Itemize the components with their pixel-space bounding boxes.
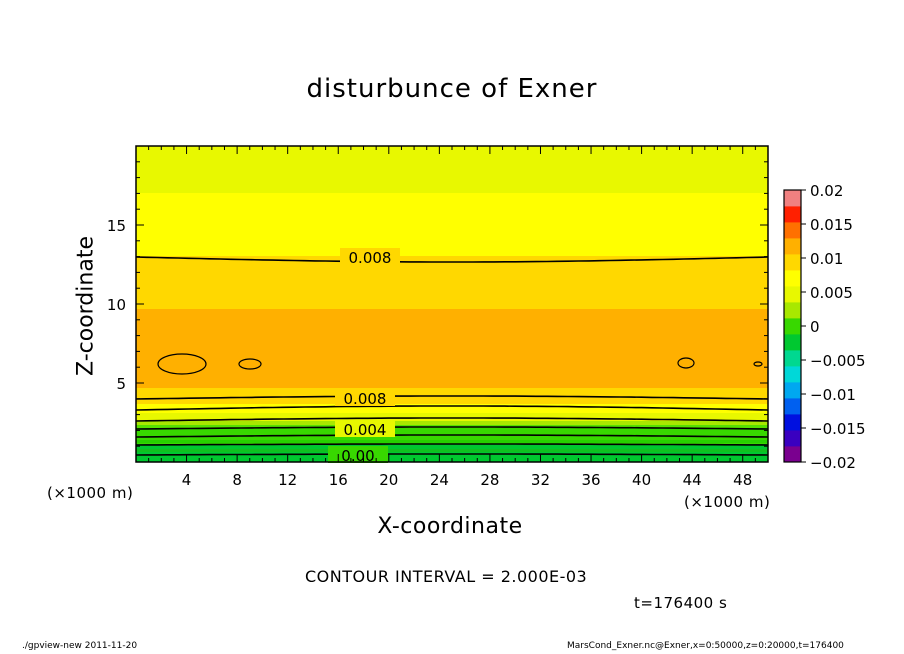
colorbar-tick-label: 0.005: [810, 284, 853, 302]
contour-label: 0.00: [341, 447, 374, 465]
contour-label-bg: [340, 248, 400, 265]
plot-area: 0.008 0.008 0.004 0.00: [135, 145, 769, 465]
filled-band: [136, 449, 768, 452]
contour-line: [135, 417, 769, 422]
colorbar-segment: [784, 414, 801, 431]
contour-line: [135, 256, 769, 263]
filled-band: [136, 444, 768, 452]
chart-title: disturbunce of Exner: [306, 74, 598, 104]
colorbar-segment: [784, 206, 801, 223]
contour-label: 0.008: [344, 390, 387, 408]
colorbar-tick-label: −0.015: [810, 420, 866, 438]
contour-line: [135, 453, 769, 456]
contour-label-bg: [328, 446, 388, 463]
y-tick-label: 15: [107, 217, 126, 235]
x-tick-label: 20: [379, 471, 398, 489]
x-tick-label: 4: [182, 471, 192, 489]
colorbar-segment: [784, 318, 801, 335]
x-tick-label: 44: [683, 471, 702, 489]
closed-contour: [677, 357, 695, 369]
filled-band: [136, 146, 768, 193]
colorbar-tick-label: 0.015: [810, 216, 853, 234]
x-tick-label: 24: [430, 471, 449, 489]
closed-contour: [753, 361, 763, 367]
colorbar-tick-label: 0.02: [810, 182, 843, 200]
contour-line: [135, 405, 769, 411]
filled-band: [136, 440, 768, 443]
contour-label: 0.008: [349, 249, 392, 267]
colorbar-segment: [784, 398, 801, 415]
colorbar-segment: [784, 270, 801, 287]
x-tick-label: 36: [581, 471, 600, 489]
y-axis-ticks: 5 10 15: [107, 161, 768, 447]
colorbar-segment: [784, 334, 801, 351]
contour-line: [135, 395, 769, 400]
x-tick-label: 16: [329, 471, 348, 489]
colorbar-segment: [784, 446, 801, 463]
x-tick-label: 8: [232, 471, 242, 489]
x-tick-label: 28: [480, 471, 499, 489]
colorbar-tick-label: 0.01: [810, 250, 843, 268]
colorbar-segment: [784, 286, 801, 303]
colorbar-segment: [784, 302, 801, 319]
x-unit-label-left: (×1000 m): [47, 484, 134, 502]
filled-band: [136, 413, 768, 421]
x-axis-ticks: 4 8 12 16 20 24 28 32 36 40 44 48: [148, 146, 756, 489]
filled-band: [136, 193, 768, 256]
x-tick-label: 40: [632, 471, 651, 489]
x-tick-label: 12: [278, 471, 297, 489]
colorbar-segment: [784, 238, 801, 255]
filled-band: [136, 309, 768, 388]
colorbar-tick-label: −0.02: [810, 454, 856, 472]
filled-band: [136, 256, 768, 309]
colorbar-tick-label: 0: [810, 318, 820, 336]
colorbar-tick-label: −0.01: [810, 386, 856, 404]
y-tick-label: 10: [107, 296, 126, 314]
filled-band: [136, 404, 768, 413]
contour-label-bg: [335, 389, 395, 406]
colorbar-segment: [784, 190, 801, 207]
x-axis-label: X-coordinate: [377, 514, 523, 539]
closed-contour: [238, 358, 262, 370]
contour-line: [135, 434, 769, 438]
colorbar-segment: [784, 366, 801, 383]
x-unit-label-right: (×1000 m): [684, 493, 771, 511]
contour-interval-text: CONTOUR INTERVAL = 2.000E-03: [305, 567, 588, 586]
filled-band: [136, 421, 768, 428]
y-axis-label: Z-coordinate: [73, 236, 99, 376]
closed-contour: [157, 353, 207, 375]
x-tick-label: 32: [531, 471, 550, 489]
time-label: t=176400 s: [634, 594, 728, 612]
filled-band: [136, 428, 768, 436]
contour-line: [135, 426, 769, 430]
contour-line: [135, 443, 769, 446]
colorbar-segment: [784, 350, 801, 367]
footer-right: MarsCond_Exner.nc@Exner,x=0:50000,z=0:20…: [567, 641, 844, 651]
y-tick-label: 5: [116, 375, 126, 393]
contour-label: 0.004: [344, 421, 387, 439]
colorbar: 0.02 0.015 0.01 0.005 0 −0.005 −0.01 −0.015 −0.0…: [783, 182, 866, 472]
x-tick-label: 48: [733, 471, 752, 489]
colorbar-segment: [784, 430, 801, 447]
contour-label-bg: [335, 420, 395, 437]
colorbar-segment: [784, 222, 801, 239]
filled-band: [136, 452, 768, 462]
colorbar-segment: [784, 254, 801, 271]
colorbar-segment: [784, 382, 801, 399]
footer-left: ./gpview-new 2011-11-20: [22, 641, 138, 651]
colorbar-tick-label: −0.005: [810, 352, 866, 370]
